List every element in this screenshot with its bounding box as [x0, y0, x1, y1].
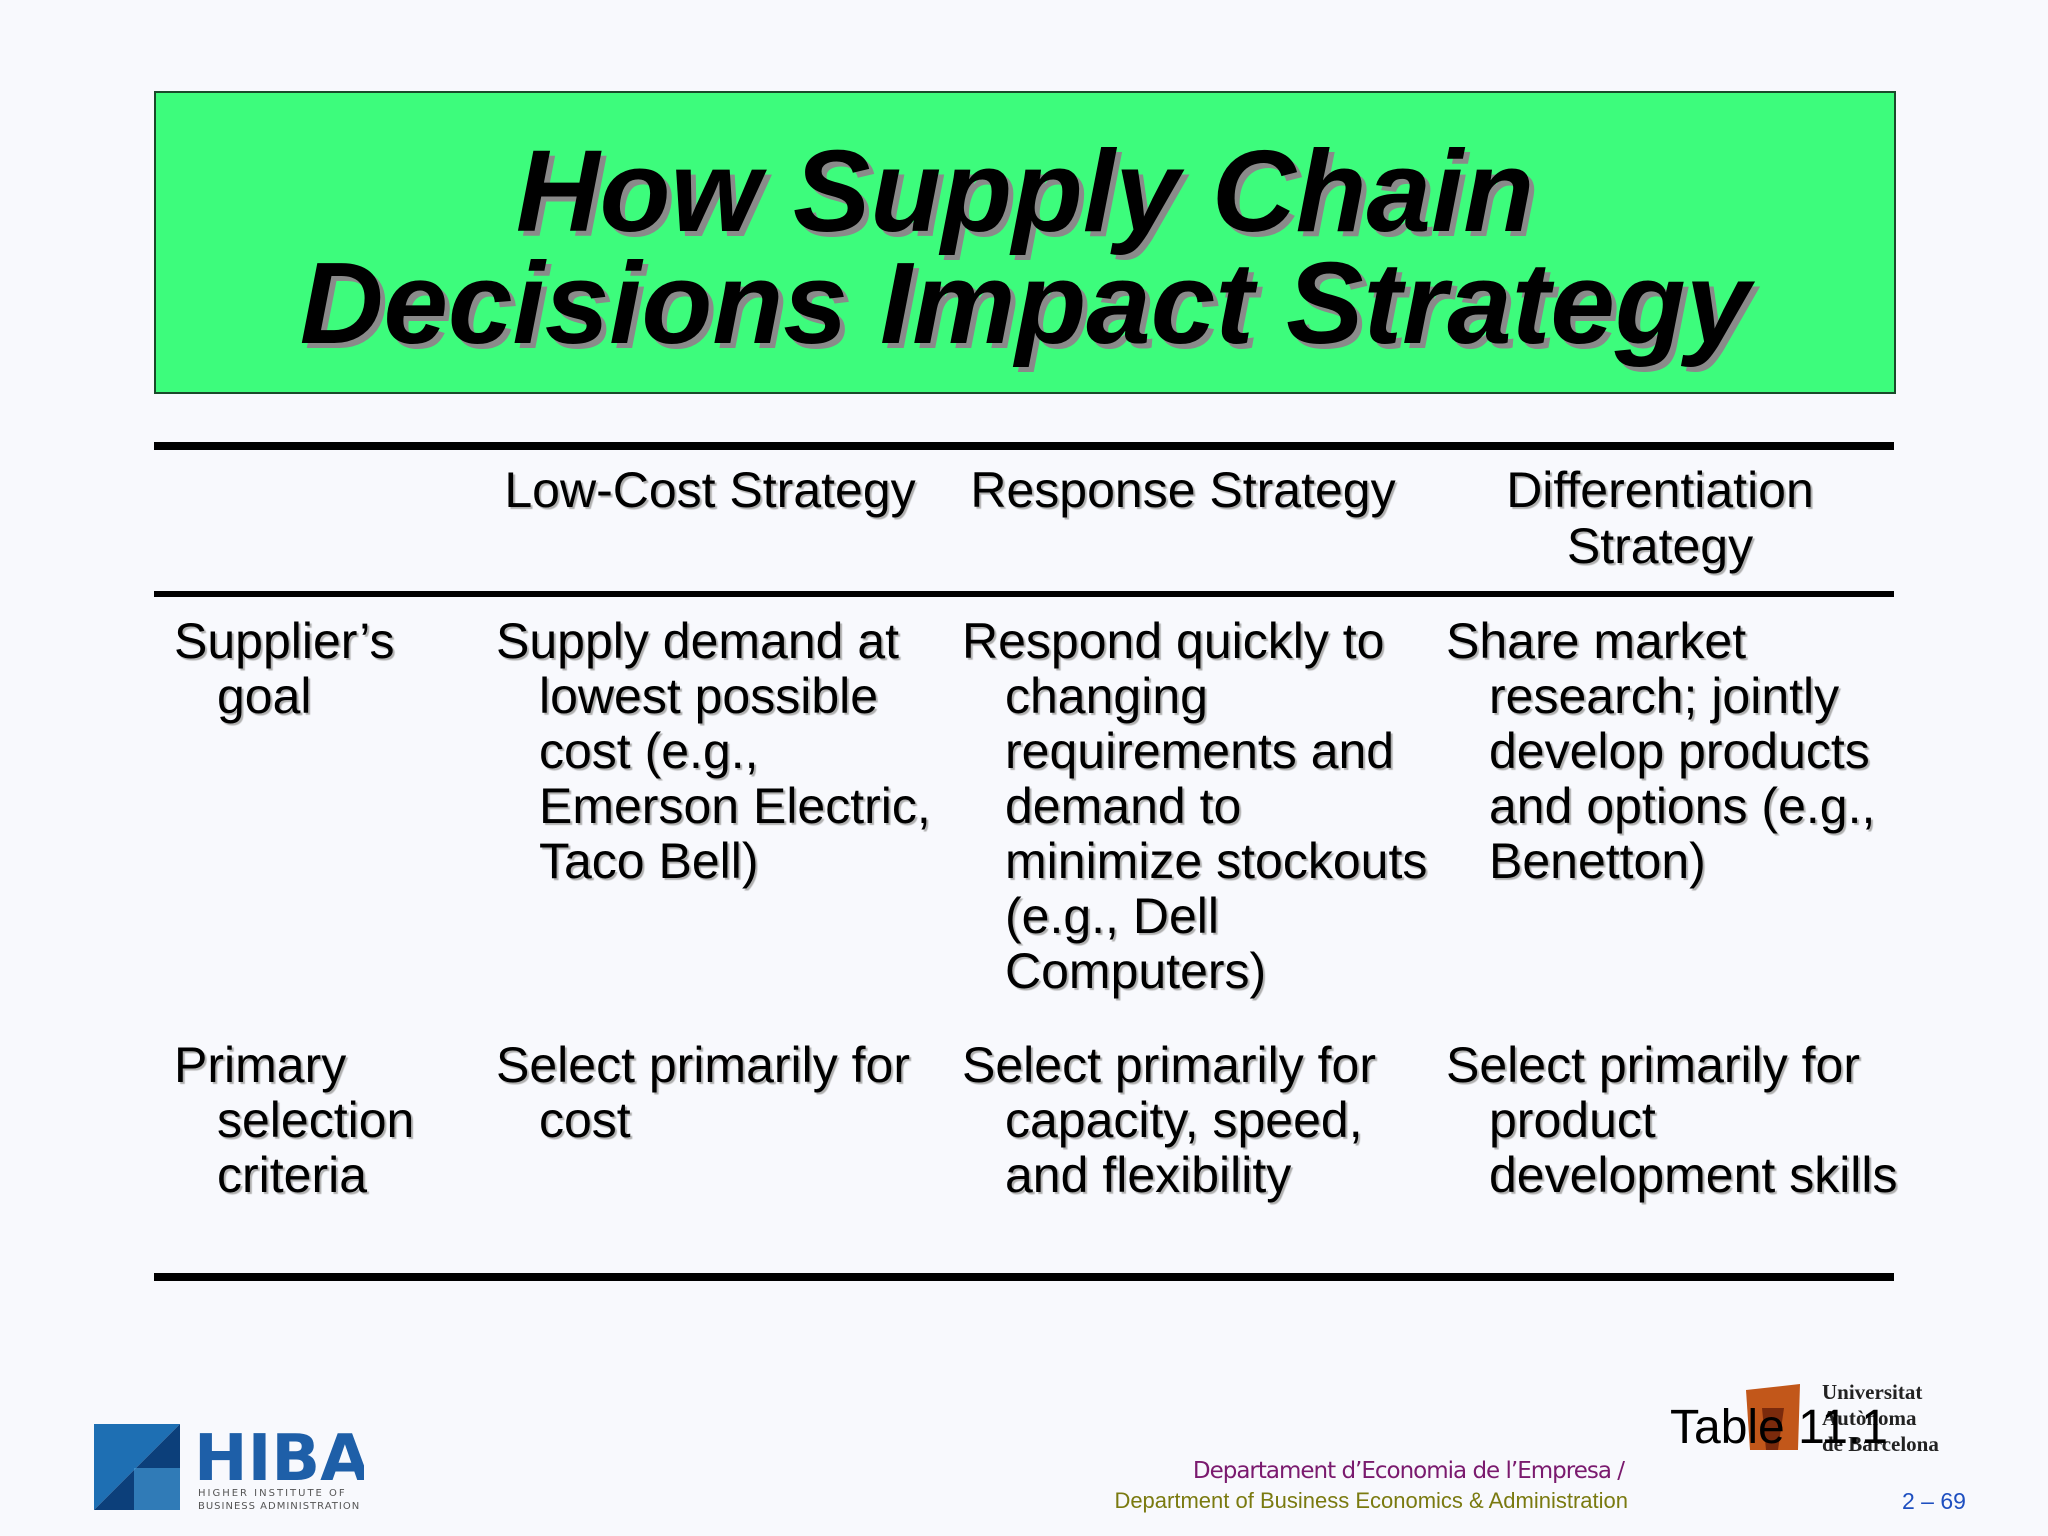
department-en: Department of Business Economics & Admin…	[1114, 1488, 1628, 1513]
table-rule	[154, 442, 1894, 450]
table-cell: Select primarily for product development…	[1446, 1037, 1898, 1203]
logo-text: de Barcelona	[1822, 1432, 1939, 1456]
uab-logo: Universitat Autònoma de Barcelona	[1746, 1380, 1939, 1456]
title-line: How Supply Chain	[515, 126, 1535, 256]
column-header: Response Strategy	[970, 462, 1396, 518]
hiba-logo: HIBA HIGHER INSTITUTE OF BUSINESS ADMINI…	[94, 1422, 364, 1512]
logo-name: HIBA	[194, 1422, 364, 1496]
table-reference: Table 11.1	[1670, 1401, 1888, 1454]
logo-text: Autònoma	[1822, 1406, 1917, 1430]
table-cell: Respond quickly to changing requirements…	[962, 613, 1428, 999]
title-box: How Supply Chain Decisions Impact Strate…	[154, 91, 1896, 394]
logo-text: Universitat	[1822, 1380, 1922, 1404]
column-header: Differentiation Strategy	[1506, 462, 1814, 574]
table-rule	[154, 591, 1894, 597]
table-cell: Select primarily for capacity, speed, an…	[962, 1037, 1376, 1203]
table-cell: Share market research; jointly develop p…	[1446, 613, 1876, 889]
table-cell: Supply demand at lowest possible cost (e…	[496, 613, 931, 889]
row-label: Primary selection criteria	[174, 1037, 415, 1203]
title-line: Decisions Impact Strategy	[299, 238, 1751, 368]
department-ca: Departament d’Economia de l’Empresa /	[1192, 1458, 1625, 1484]
page-number: 2 – 69	[1902, 1488, 1966, 1514]
table-cell: Select primarily for cost	[496, 1037, 910, 1148]
table-rule	[154, 1273, 1894, 1281]
row-label: Supplier’s goal	[174, 613, 395, 724]
logo-text: HIGHER INSTITUTE OF	[198, 1488, 347, 1499]
column-header: Low-Cost Strategy	[504, 462, 916, 518]
logo-text: BUSINESS ADMINISTRATION	[198, 1501, 360, 1512]
